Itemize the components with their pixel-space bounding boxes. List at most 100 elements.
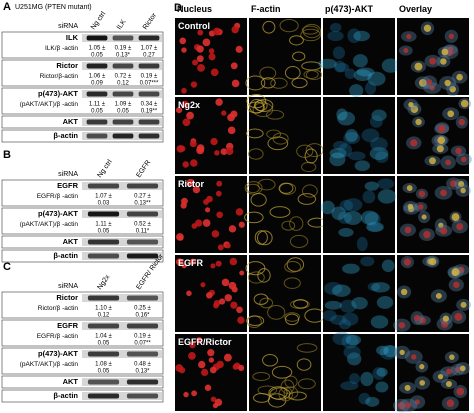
nucleus — [454, 312, 463, 321]
quant-value: 0.72 ± — [115, 74, 132, 80]
nucleus — [437, 136, 446, 144]
nucleus — [418, 190, 426, 198]
cell — [365, 81, 377, 95]
nucleus — [460, 99, 469, 108]
quant-value: 1.05 ± — [89, 46, 106, 52]
blot-band — [138, 35, 160, 41]
nucleus — [405, 402, 412, 409]
cell — [268, 386, 288, 400]
nucleus — [178, 367, 186, 374]
nucleus — [216, 360, 224, 369]
nucleus — [206, 291, 213, 299]
cell — [339, 299, 357, 313]
nucleus — [210, 137, 218, 146]
blot-band — [86, 35, 108, 41]
nucleus — [208, 53, 216, 61]
nucleus — [176, 258, 184, 266]
nucleus — [449, 354, 455, 360]
cell — [246, 183, 260, 194]
nucleus — [410, 139, 418, 147]
nucleus — [446, 368, 453, 375]
nucleus — [200, 282, 206, 288]
nucleus — [176, 233, 184, 241]
nucleus — [206, 195, 213, 203]
cell — [361, 128, 380, 143]
blot-name: AKT — [63, 117, 79, 126]
panel-label: B — [3, 149, 11, 161]
cell — [349, 84, 364, 98]
quant-value: 0.34 ± — [141, 102, 158, 108]
nucleus — [423, 24, 432, 32]
ratio-label: Rictor/β -actin — [38, 305, 79, 312]
cell — [260, 77, 276, 89]
cell — [322, 310, 337, 322]
cell — [302, 184, 318, 198]
cell — [375, 151, 389, 163]
micrograph — [323, 255, 395, 332]
nucleus — [406, 185, 413, 191]
ratio-label: (pAKT/AKT)/β -actin — [20, 101, 79, 108]
nucleus — [445, 380, 452, 387]
cell — [246, 315, 265, 326]
nucleus — [208, 48, 215, 54]
nucleus — [456, 387, 465, 396]
blot-band — [87, 239, 120, 245]
cell — [284, 66, 301, 80]
quant-value: 0.52 ± — [134, 222, 151, 228]
nucleus — [180, 202, 187, 209]
nucleus — [423, 230, 431, 239]
blot-band — [87, 183, 120, 189]
blot-name: β-actin — [53, 391, 78, 400]
column-header: Nucleus — [177, 4, 212, 14]
cell — [369, 147, 389, 160]
cell — [246, 128, 264, 139]
quant-value: 0.48 ± — [134, 362, 151, 368]
cell — [247, 271, 265, 284]
blot-band — [87, 393, 120, 399]
quant-value: 1.08 ± — [95, 362, 112, 368]
blot-strip — [82, 182, 162, 190]
cell — [338, 319, 352, 330]
blot-band — [112, 35, 134, 41]
nucleus — [445, 159, 452, 166]
nucleus — [190, 81, 198, 88]
cell — [332, 46, 346, 60]
row-label: Rictor — [178, 179, 205, 189]
nucleus — [460, 301, 467, 308]
nucleus — [440, 58, 447, 65]
blot-name: AKT — [63, 377, 79, 386]
cell — [252, 371, 271, 382]
nucleus — [429, 85, 435, 91]
cell — [289, 234, 309, 248]
nucleus — [414, 62, 423, 71]
nucleus — [407, 203, 414, 210]
nucleus — [191, 390, 197, 397]
nucleus — [451, 268, 460, 277]
nucleus — [208, 357, 215, 363]
quant-value: 1.04 ± — [95, 334, 112, 340]
quant-value: 0.12 — [98, 313, 110, 319]
blot-band — [126, 183, 159, 189]
cell — [296, 343, 318, 353]
panel-label: D — [174, 2, 182, 14]
nucleus — [239, 270, 245, 276]
nucleus — [238, 221, 245, 228]
nucleus — [207, 349, 215, 357]
cell — [339, 199, 354, 212]
blot-band — [87, 323, 120, 329]
cell — [329, 22, 342, 33]
quant-value: 0.11* — [136, 229, 150, 235]
nucleus — [437, 125, 446, 133]
nucleus — [444, 79, 451, 87]
quant-value: 0.05 — [98, 369, 110, 375]
blot-band — [112, 91, 134, 97]
blot-strip — [82, 322, 162, 330]
cell — [297, 193, 317, 205]
blot-name: ILK — [66, 33, 79, 42]
blot-name: EGFR — [57, 181, 78, 190]
ratio-label: (pAKT/AKT)/β -actin — [20, 221, 79, 228]
cell — [340, 381, 359, 391]
nucleus — [215, 190, 222, 197]
cell — [353, 69, 372, 82]
